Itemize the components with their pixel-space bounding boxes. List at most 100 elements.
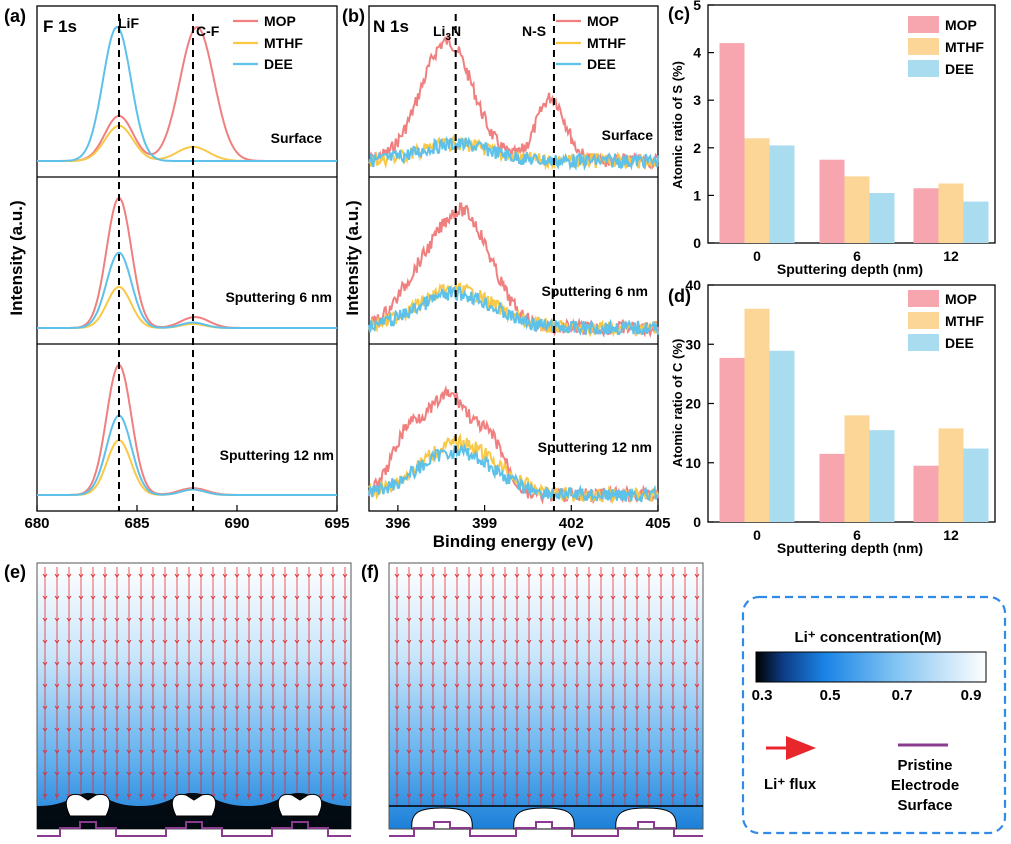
panel-f-flux-arrowhead [670,793,676,798]
panel-f-flux-arrowhead [478,771,484,776]
panel-f-flux-arrowhead [682,617,688,622]
panel-e-flux-arrowhead [342,727,348,732]
panel-e-flux-arrowhead [234,749,240,754]
panel-f-flux-arrowhead [634,661,640,666]
panel-f-flux-arrowhead [394,617,400,622]
panel-f-flux-arrowhead [454,595,460,600]
panel-c-xtick-12: 12 [943,248,959,264]
panel-f-flux-arrowhead [430,771,436,776]
panel-c-bar-dee-12nm [963,201,989,243]
panel-e-flux-arrowhead [246,749,252,754]
panel-e-flux-arrowhead [222,617,228,622]
panel-f-flux-arrowhead [430,793,436,798]
panel-c-ylabel: Atomic ratio of S (%) [670,61,685,189]
panel-f-flux-arrowhead [514,595,520,600]
panel-b-n1s-spectra: (b) N 1s Intensity (a.u.) Li3N N-S Surfa… [342,5,671,551]
panel-f-flux-arrowhead [586,595,592,600]
panel-e-flux-arrowhead [138,705,144,710]
panel-e-flux-arrowhead [162,683,168,688]
panel-d-bars [719,308,989,522]
panel-e-flux-arrowhead [246,771,252,776]
panel-f-flux-arrowhead [538,683,544,688]
panel-f-flux-arrowhead [478,573,484,578]
panel-f-flux-arrowhead [454,639,460,644]
panel-f-flux-arrowhead [526,727,532,732]
panel-f-flux-arrowhead [526,771,532,776]
panel-d-y-ticks: 0 10 20 30 40 [685,277,714,530]
panel-f-flux-arrowhead [442,749,448,754]
panel-a-surface-dee-line [37,26,337,162]
panel-e-flux-arrowhead [150,727,156,732]
panel-e-flux-arrowhead [246,639,252,644]
panel-f-flux-arrowhead [658,705,664,710]
panel-f-flux-arrowhead [490,573,496,578]
panel-e-flux-arrowhead [342,749,348,754]
panel-e-flux-arrowhead [318,661,324,666]
panel-e-flux-arrowhead [234,661,240,666]
panel-e-flux-arrowhead [66,683,72,688]
panel-f-flux-arrowhead [418,771,424,776]
panel-f-flux-arrowhead [466,595,472,600]
panel-e-flux-arrowhead [66,771,72,776]
panel-e-flux-arrowhead [234,683,240,688]
panel-b-ns-label: N-S [522,23,546,39]
panel-f-flux-arrowhead [490,793,496,798]
panel-e-flux-arrowhead [126,749,132,754]
panel-e-flux-arrowhead [54,595,60,600]
panel-f-flux-arrowhead [418,595,424,600]
panel-f-flux-arrowhead [514,639,520,644]
panel-d-legend-mthf-swatch [908,312,939,329]
panel-e-flux-arrowhead [114,595,120,600]
panel-e-flux-arrowhead [126,705,132,710]
panel-f-flux-arrowhead [466,705,472,710]
panel-f-flux-arrowhead [610,595,616,600]
panel-f-flux-arrowhead [394,639,400,644]
panel-e-flux-arrowhead [66,617,72,622]
panel-e-flux-arrowhead [198,595,204,600]
panel-e-flux-arrowhead [102,705,108,710]
panel-f-flux-arrowhead [598,617,604,622]
panel-b-legend-dee: DEE [587,56,616,72]
panel-f-flux-arrowhead [622,793,628,798]
panel-d-xtick-0: 0 [753,527,761,543]
panel-e-flux-arrowhead [114,749,120,754]
panel-f-flux-arrowhead [658,683,664,688]
panel-b-surface-mop-line [368,32,659,171]
panel-e-flux-arrowhead [78,683,84,688]
panel-b-xtick-399: 399 [472,515,497,532]
panel-f-flux-arrowhead [394,595,400,600]
panel-f-flux-arrowhead [538,771,544,776]
panel-c-bar-mop-12nm [913,188,939,243]
panel-a-surface-label: Surface [271,130,323,146]
panel-e-flux-arrowhead [150,573,156,578]
panel-f-flux-arrowhead [586,661,592,666]
panel-f-flux-arrowhead [538,705,544,710]
panel-label-f: (f) [361,562,379,582]
panel-e-flux-arrowhead [66,705,72,710]
panel-f-flux-arrowhead [466,727,472,732]
panel-f-flux-arrowhead [526,661,532,666]
panel-e-concentration-simulation: (e) [4,562,352,837]
panel-e-flux-arrowhead [282,595,288,600]
panel-e-flux-arrowhead [42,617,48,622]
panel-e-flux-arrowhead [90,573,96,578]
panel-f-flux-arrowhead [682,771,688,776]
panel-b-legend-mop: MOP [587,13,619,29]
panel-e-flux-arrowhead [294,617,300,622]
panel-f-flux-arrowhead [694,573,700,578]
panel-f-flux-arrowhead [454,749,460,754]
panel-f-flux-arrowhead [550,683,556,688]
panel-f-flux-arrowhead [490,705,496,710]
panel-b-li3n-label: Li3N [433,23,461,43]
panel-f-flux-arrowhead [406,639,412,644]
panel-d-ytick-0: 0 [693,514,701,530]
panel-f-flux-arrowhead [586,705,592,710]
panel-d-xtick-12: 12 [943,527,959,543]
panel-f-flux-arrowhead [598,661,604,666]
panel-f-flux-arrowhead [586,749,592,754]
panel-f-flux-arrowhead [610,661,616,666]
panel-f-flux-arrowhead [646,595,652,600]
panel-label-a: (a) [4,6,26,26]
panel-e-flux-arrowhead [186,639,192,644]
